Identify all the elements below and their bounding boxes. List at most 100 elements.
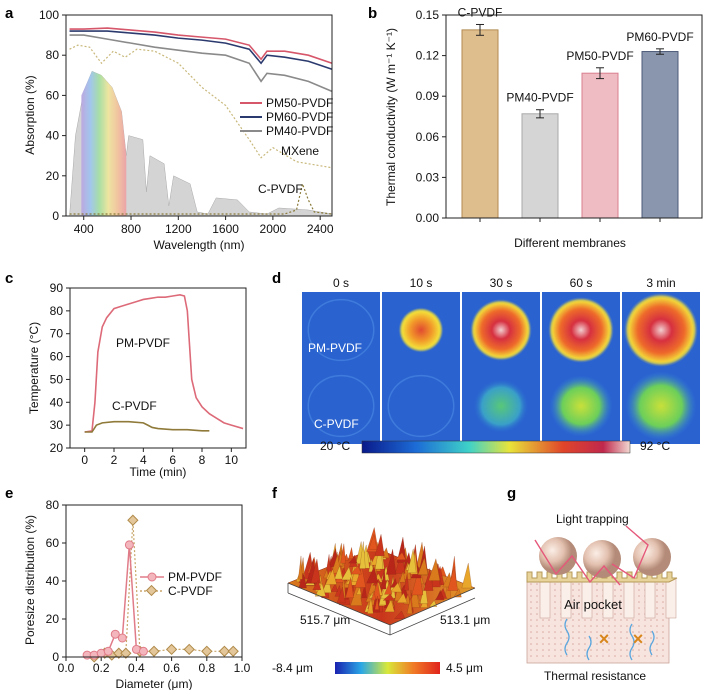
membrane-pores: [530, 577, 677, 657]
hot-glow: [470, 299, 532, 361]
afm-peak: [371, 590, 376, 601]
pore-dot: [572, 619, 574, 621]
pore-dot: [554, 649, 556, 651]
label-light-trapping: Light trapping: [556, 512, 629, 526]
pore-dot: [542, 631, 544, 633]
pore-dot: [536, 589, 538, 591]
pore-dot: [578, 625, 580, 627]
pore-dot: [656, 589, 658, 591]
afm-peak: [461, 563, 472, 589]
pore-dot: [644, 619, 646, 621]
afm-peak: [403, 573, 409, 591]
pore-dot: [530, 601, 532, 603]
block-mark-2: ×: [633, 629, 644, 649]
e-xtick-label: 0.4: [128, 661, 145, 675]
panel-a: a 400 800 1200 1600 2000 2400 0 20 40 60 80 100 Wav…: [5, 5, 334, 252]
pore-dot: [602, 625, 604, 627]
b-ytick-label: 0.03: [416, 170, 440, 184]
legend-e-c-marker: [145, 584, 158, 597]
panel-f-letter: f: [272, 485, 278, 502]
pore-dot: [662, 631, 664, 633]
afm-peak: [381, 568, 387, 590]
row-label-pm: PM-PVDF: [308, 341, 362, 355]
pore-dot: [638, 643, 640, 645]
pore-dot: [614, 649, 616, 651]
afm-dim-2: 513.1 μm: [440, 613, 490, 627]
pore-dot: [614, 607, 616, 609]
pore-dot: [614, 613, 616, 615]
panel-c-xlabel: Time (min): [130, 465, 187, 479]
panel-c: c 0 2 4 6 8 10 20 30 40 50 60 70 80 90 Time (min) Tem…: [5, 270, 247, 479]
e-point-pm: [103, 646, 113, 656]
a-xtick-label: 2000: [260, 222, 287, 236]
light-ray-2: [611, 525, 649, 580]
e-point-c: [183, 643, 195, 656]
time-label: 30 s: [490, 276, 513, 290]
time-label: 60 s: [570, 276, 593, 290]
afm-dim-1: 515.7 μm: [300, 613, 350, 627]
e-point-c: [113, 647, 125, 659]
visible-spectrum: [81, 71, 127, 216]
pore-dot: [638, 601, 640, 603]
pore-dot: [638, 583, 640, 585]
pore-channel: [623, 577, 635, 619]
c-xtick-label: 2: [111, 453, 118, 467]
pore-dot: [536, 595, 538, 597]
pore-dot: [554, 631, 556, 633]
pore-dot: [542, 655, 544, 657]
a-ytick-label: 20: [46, 169, 60, 183]
pore-dot: [578, 631, 580, 633]
pore-dot: [638, 595, 640, 597]
pore-dot: [644, 625, 646, 627]
pore-dot: [536, 649, 538, 651]
pore-dot: [584, 649, 586, 651]
afm-peak: [417, 557, 429, 575]
afm-peak: [341, 566, 354, 581]
afm-peak: [411, 567, 424, 596]
pore-dot: [638, 655, 640, 657]
pore-dot: [548, 625, 550, 627]
a-ytick-label: 40: [46, 129, 60, 143]
bar-label: PM50-PVDF: [566, 49, 633, 63]
panel-e-frame: [65, 504, 243, 658]
pore-dot: [620, 655, 622, 657]
afm-peak: [323, 569, 329, 579]
sample-outline: [307, 374, 375, 438]
afm-peak: [368, 533, 378, 550]
e-ytick-label: 40: [46, 574, 60, 588]
e-xtick-label: 0.8: [198, 661, 215, 675]
afm-peak: [350, 565, 362, 575]
b-ytick-label: 0.00: [416, 211, 440, 225]
afm-peak: [321, 576, 332, 593]
thermal-colorbar: [361, 440, 631, 454]
bar-label: PM60-PVDF: [626, 30, 693, 44]
c-ytick-label: 60: [50, 350, 64, 364]
sample-outline: [307, 298, 375, 362]
b-ytick-label: 0.12: [416, 49, 440, 63]
pore-dot: [578, 613, 580, 615]
pore-dot: [584, 637, 586, 639]
c-ytick-label: 50: [50, 372, 64, 386]
panel-b-frame: [445, 14, 703, 219]
pore-dot: [656, 607, 658, 609]
pore-dot: [608, 631, 610, 633]
pore-dot: [578, 601, 580, 603]
afm-peak: [384, 582, 393, 595]
pore-dot: [572, 643, 574, 645]
afm-peak: [359, 541, 366, 569]
pore-dot: [650, 625, 652, 627]
e-ytick-label: 60: [46, 536, 60, 550]
pore-dot: [578, 649, 580, 651]
pore-dot: [536, 619, 538, 621]
pore-dot: [662, 601, 664, 603]
pore-dot: [530, 631, 532, 633]
afm-scale-min: -8.4 μm: [272, 661, 313, 675]
c-ytick-label: 20: [50, 441, 64, 455]
pore-dot: [656, 625, 658, 627]
pore-dot: [578, 637, 580, 639]
a-series-pm50-pvdf: [69, 27, 333, 64]
pore-dot: [662, 619, 664, 621]
panel-a-ylabel: Absorption (%): [23, 75, 37, 154]
label-c-pvdf: C-PVDF: [112, 399, 157, 413]
pore-dot: [542, 643, 544, 645]
